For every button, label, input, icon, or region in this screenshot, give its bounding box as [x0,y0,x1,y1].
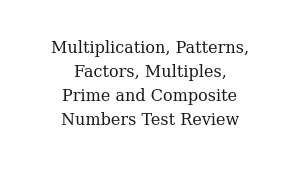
Text: Multiplication, Patterns,
Factors, Multiples,
Prime and Composite
Numbers Test R: Multiplication, Patterns, Factors, Multi… [51,40,249,129]
